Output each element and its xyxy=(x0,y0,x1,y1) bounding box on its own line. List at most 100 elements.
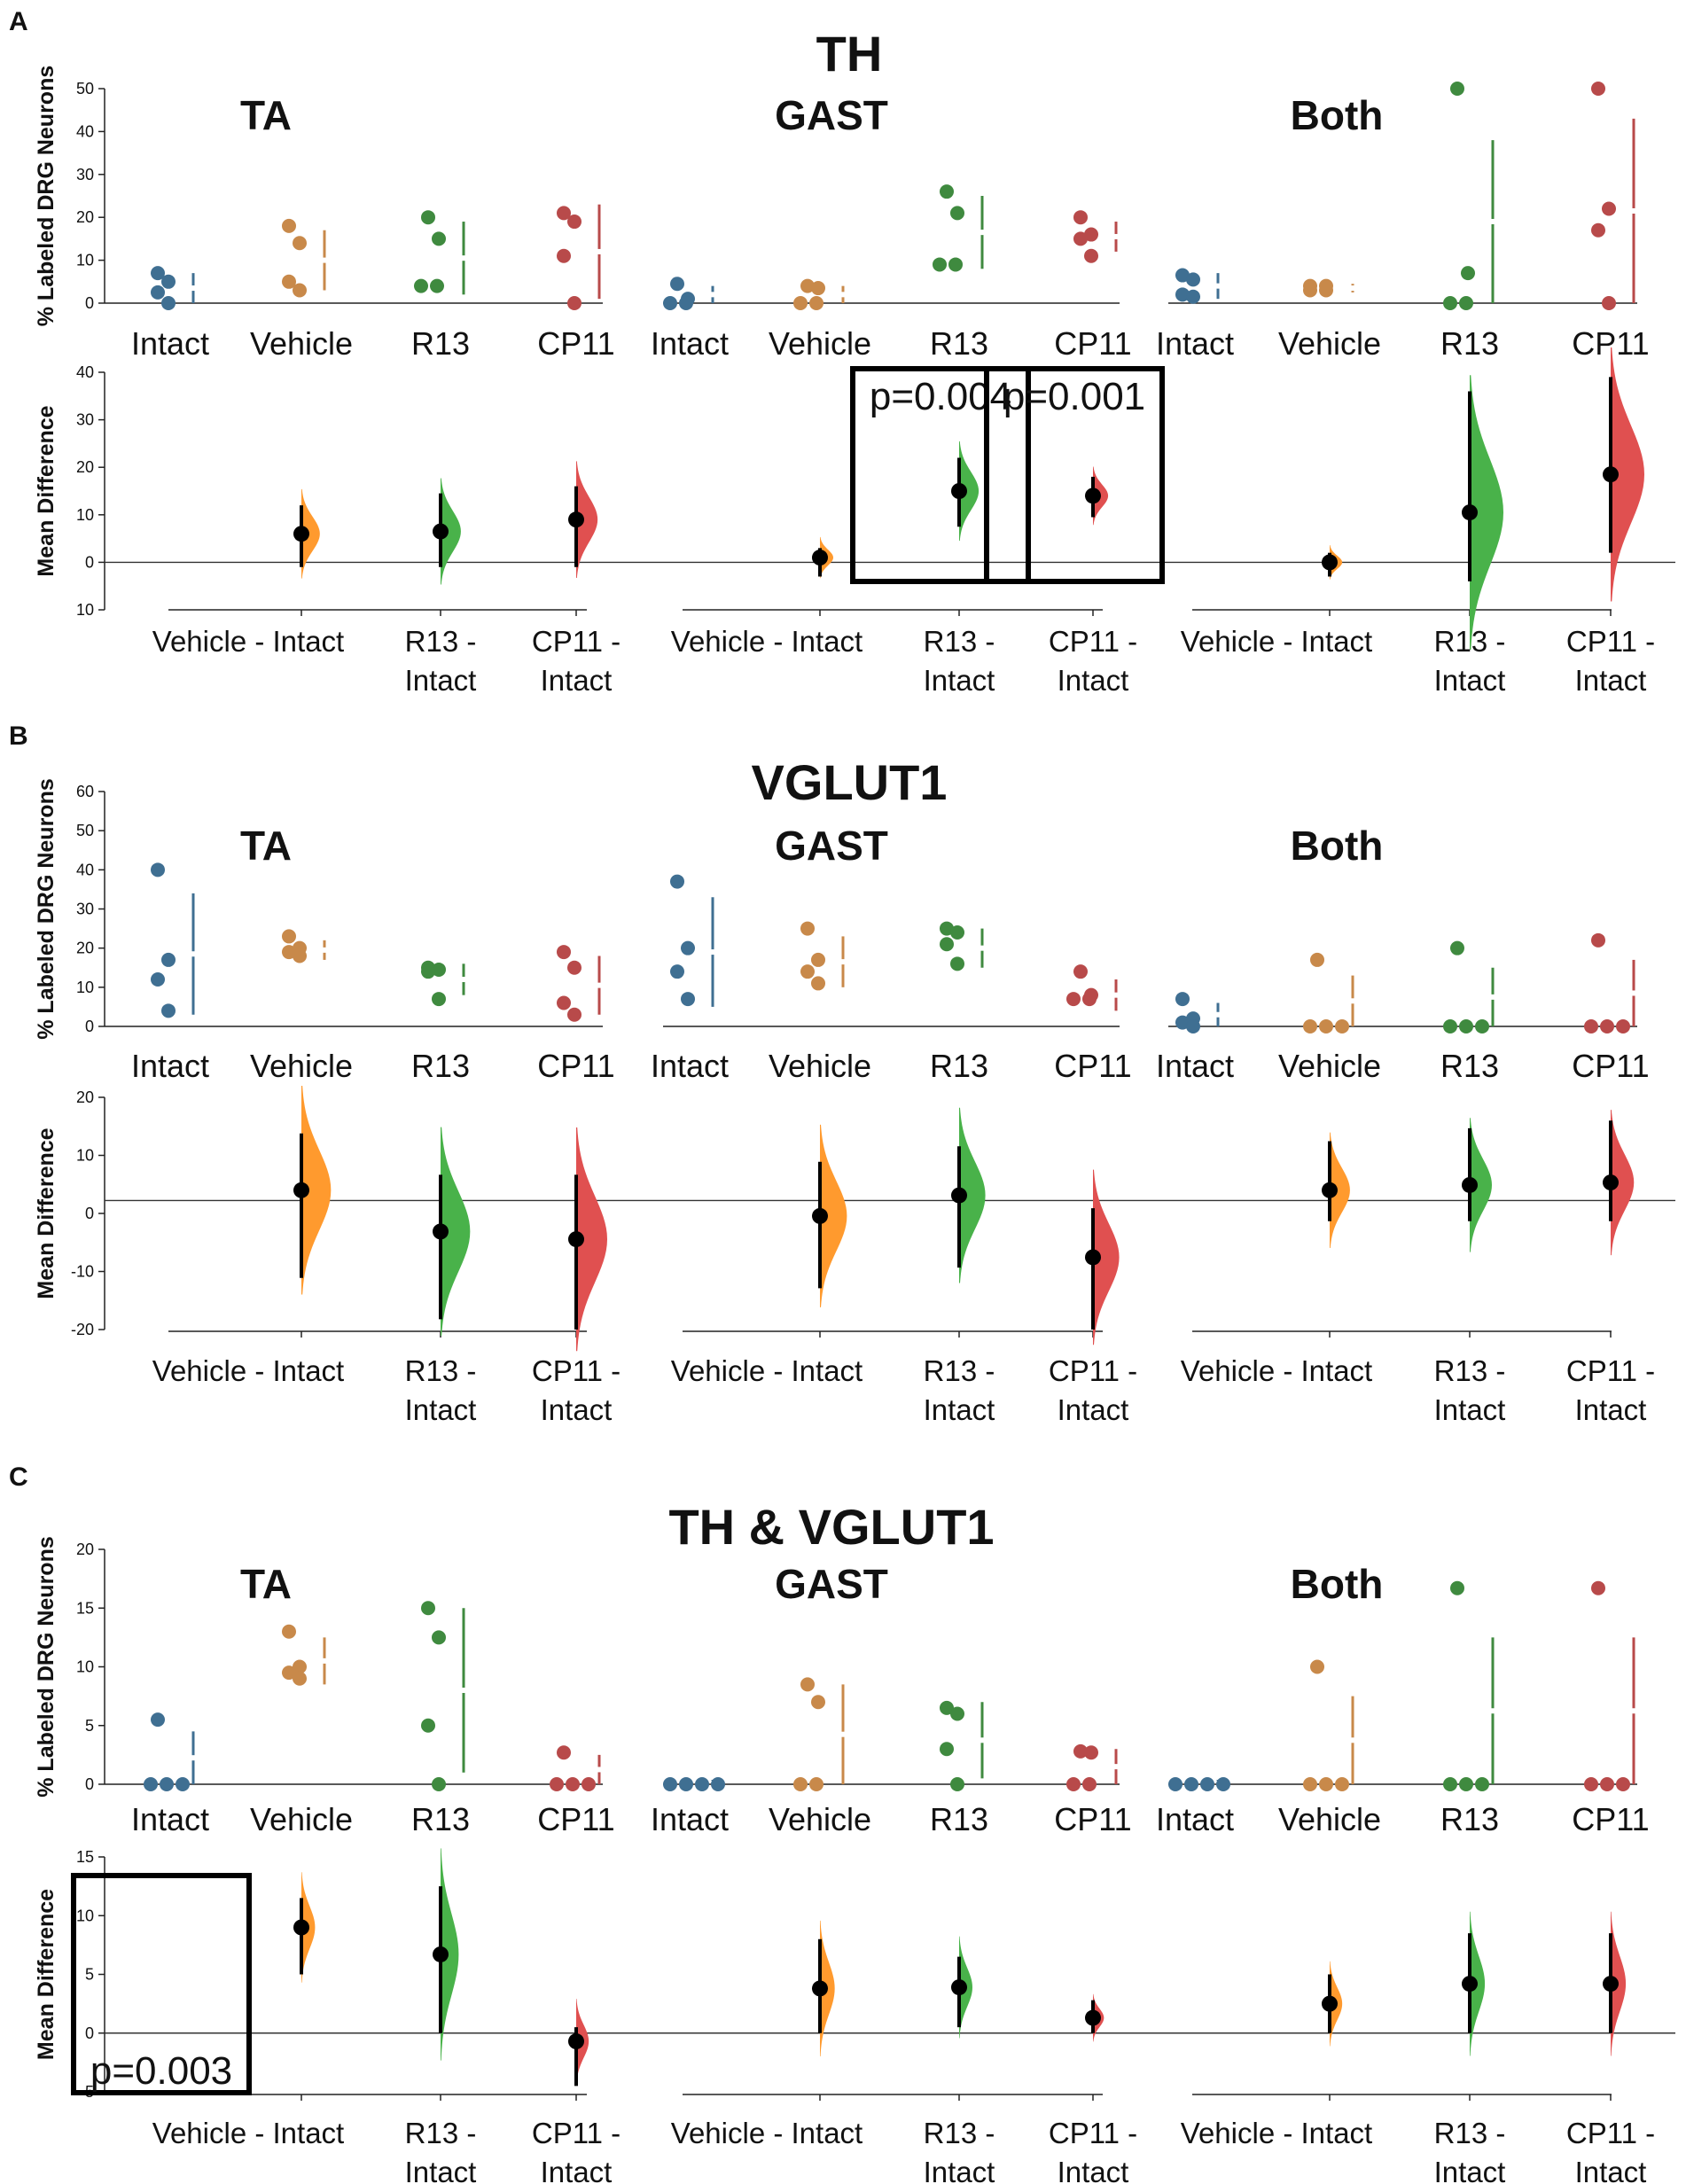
group-label: R13 xyxy=(1440,325,1499,362)
group-label: R13 xyxy=(411,1048,470,1084)
bottom-tick-label: 20 xyxy=(76,1088,94,1106)
contrast-label: Intact xyxy=(405,1393,477,1426)
top-tick-label: 30 xyxy=(76,166,94,183)
data-point xyxy=(950,956,964,971)
data-point xyxy=(282,929,296,944)
data-point xyxy=(1450,82,1464,96)
subplot-title: Both xyxy=(1291,823,1384,869)
group-label: Vehicle xyxy=(769,325,871,362)
data-point xyxy=(151,972,165,987)
data-point xyxy=(1066,1777,1081,1791)
contrast-label: Intact xyxy=(1434,1393,1506,1426)
mean-diff-point xyxy=(568,2033,584,2050)
group-label: Intact xyxy=(1156,1801,1234,1837)
group-label: Vehicle xyxy=(250,1801,353,1837)
contrast-label: Intact xyxy=(405,2156,477,2184)
panel-title: VGLUT1 xyxy=(752,754,948,810)
group-label: R13 xyxy=(1440,1801,1499,1837)
top-tick-label: 0 xyxy=(85,294,94,312)
bootstrap-distribution xyxy=(959,1107,986,1283)
data-point xyxy=(950,1706,964,1721)
data-point xyxy=(293,948,307,963)
data-point xyxy=(1186,1019,1200,1034)
contrast-label: CP11 - xyxy=(532,2117,621,2149)
top-tick-label: 20 xyxy=(76,1540,94,1558)
top-tick-label: 5 xyxy=(85,1717,94,1735)
group-label: CP11 xyxy=(1054,1048,1131,1084)
subplot-gast: GAST Intact Vehicle R13 CP11 Vehicle - Intact… xyxy=(651,823,1137,1426)
group-label: Vehicle xyxy=(1278,325,1381,362)
data-point xyxy=(414,278,428,293)
data-point xyxy=(1584,1019,1598,1034)
data-point xyxy=(1216,1777,1230,1791)
data-point xyxy=(1616,1777,1630,1791)
mean-diff-point xyxy=(1322,554,1338,571)
data-point xyxy=(940,1700,954,1715)
data-point xyxy=(1443,1777,1457,1791)
data-point xyxy=(567,296,582,310)
subplot-title: GAST xyxy=(775,823,888,869)
group-label: Intact xyxy=(651,325,729,362)
data-point xyxy=(582,1777,596,1791)
group-label: Vehicle xyxy=(250,325,353,362)
y-axis-label-bottom: Mean Difference xyxy=(34,1127,59,1299)
contrast-label: Intact xyxy=(924,1393,995,1426)
contrast-label: Vehicle - Intact xyxy=(1181,2117,1372,2149)
data-point xyxy=(811,952,825,967)
top-tick-label: 20 xyxy=(76,940,94,957)
group-label: Intact xyxy=(131,1801,209,1837)
data-point xyxy=(681,940,695,956)
subplot-gast: GAST Intact Vehicle R13 CP11 Vehicle - Intact… xyxy=(651,92,1165,697)
group-label: Intact xyxy=(131,325,209,362)
bootstrap-distribution xyxy=(576,461,598,578)
data-point xyxy=(1600,1019,1614,1034)
data-point xyxy=(1335,1777,1349,1791)
contrast-label: CP11 - xyxy=(1049,1354,1137,1387)
data-point xyxy=(161,296,176,310)
mean-diff-point xyxy=(293,526,309,542)
mean-diff-point xyxy=(1085,2009,1101,2026)
group-label: CP11 xyxy=(537,1048,614,1084)
data-point xyxy=(151,1712,165,1728)
contrast-label: R13 - xyxy=(1434,625,1506,658)
contrast-label: CP11 - xyxy=(532,625,621,658)
contrast-label: Intact xyxy=(1575,664,1647,697)
mean-diff-point xyxy=(1322,1182,1338,1198)
data-point xyxy=(1084,248,1098,263)
mean-diff-point xyxy=(433,1946,449,1962)
data-point xyxy=(567,1007,582,1022)
bootstrap-distribution xyxy=(301,488,320,579)
data-point xyxy=(1073,964,1088,979)
contrast-label: Intact xyxy=(405,664,477,697)
data-point xyxy=(161,274,176,289)
group-label: R13 xyxy=(930,1801,988,1837)
mean-diff-point xyxy=(951,1979,967,1996)
contrast-label: Vehicle - Intact xyxy=(1181,1354,1372,1387)
subplot-gast: GAST Intact Vehicle R13 CP11 Vehicle - Intact… xyxy=(651,1561,1137,2184)
data-point xyxy=(1459,1019,1473,1034)
data-point xyxy=(679,296,693,310)
data-point xyxy=(1082,992,1097,1007)
data-point xyxy=(1310,1659,1324,1674)
group-label: R13 xyxy=(930,1048,988,1084)
data-point xyxy=(681,992,695,1007)
data-point xyxy=(1335,1019,1349,1034)
data-point xyxy=(670,277,684,292)
panel-label: A xyxy=(9,7,28,36)
contrast-label: CP11 - xyxy=(1566,2117,1655,2149)
group-label: Vehicle xyxy=(1278,1801,1381,1837)
p-value-label: p=0.001 xyxy=(1003,375,1145,418)
data-point xyxy=(282,1624,296,1639)
mean-diff-point xyxy=(812,1207,828,1224)
data-point xyxy=(1443,1019,1457,1034)
data-point xyxy=(950,1777,964,1791)
p-value-label: p=0.004 xyxy=(870,375,1011,418)
contrast-label: R13 - xyxy=(1434,1354,1506,1387)
bottom-tick-label: 10 xyxy=(76,506,94,524)
data-point xyxy=(1186,289,1200,304)
top-tick-label: 60 xyxy=(76,783,94,800)
contrast-label: Intact xyxy=(1434,2156,1506,2184)
p-value-box xyxy=(984,366,1165,584)
data-point xyxy=(160,1777,174,1791)
